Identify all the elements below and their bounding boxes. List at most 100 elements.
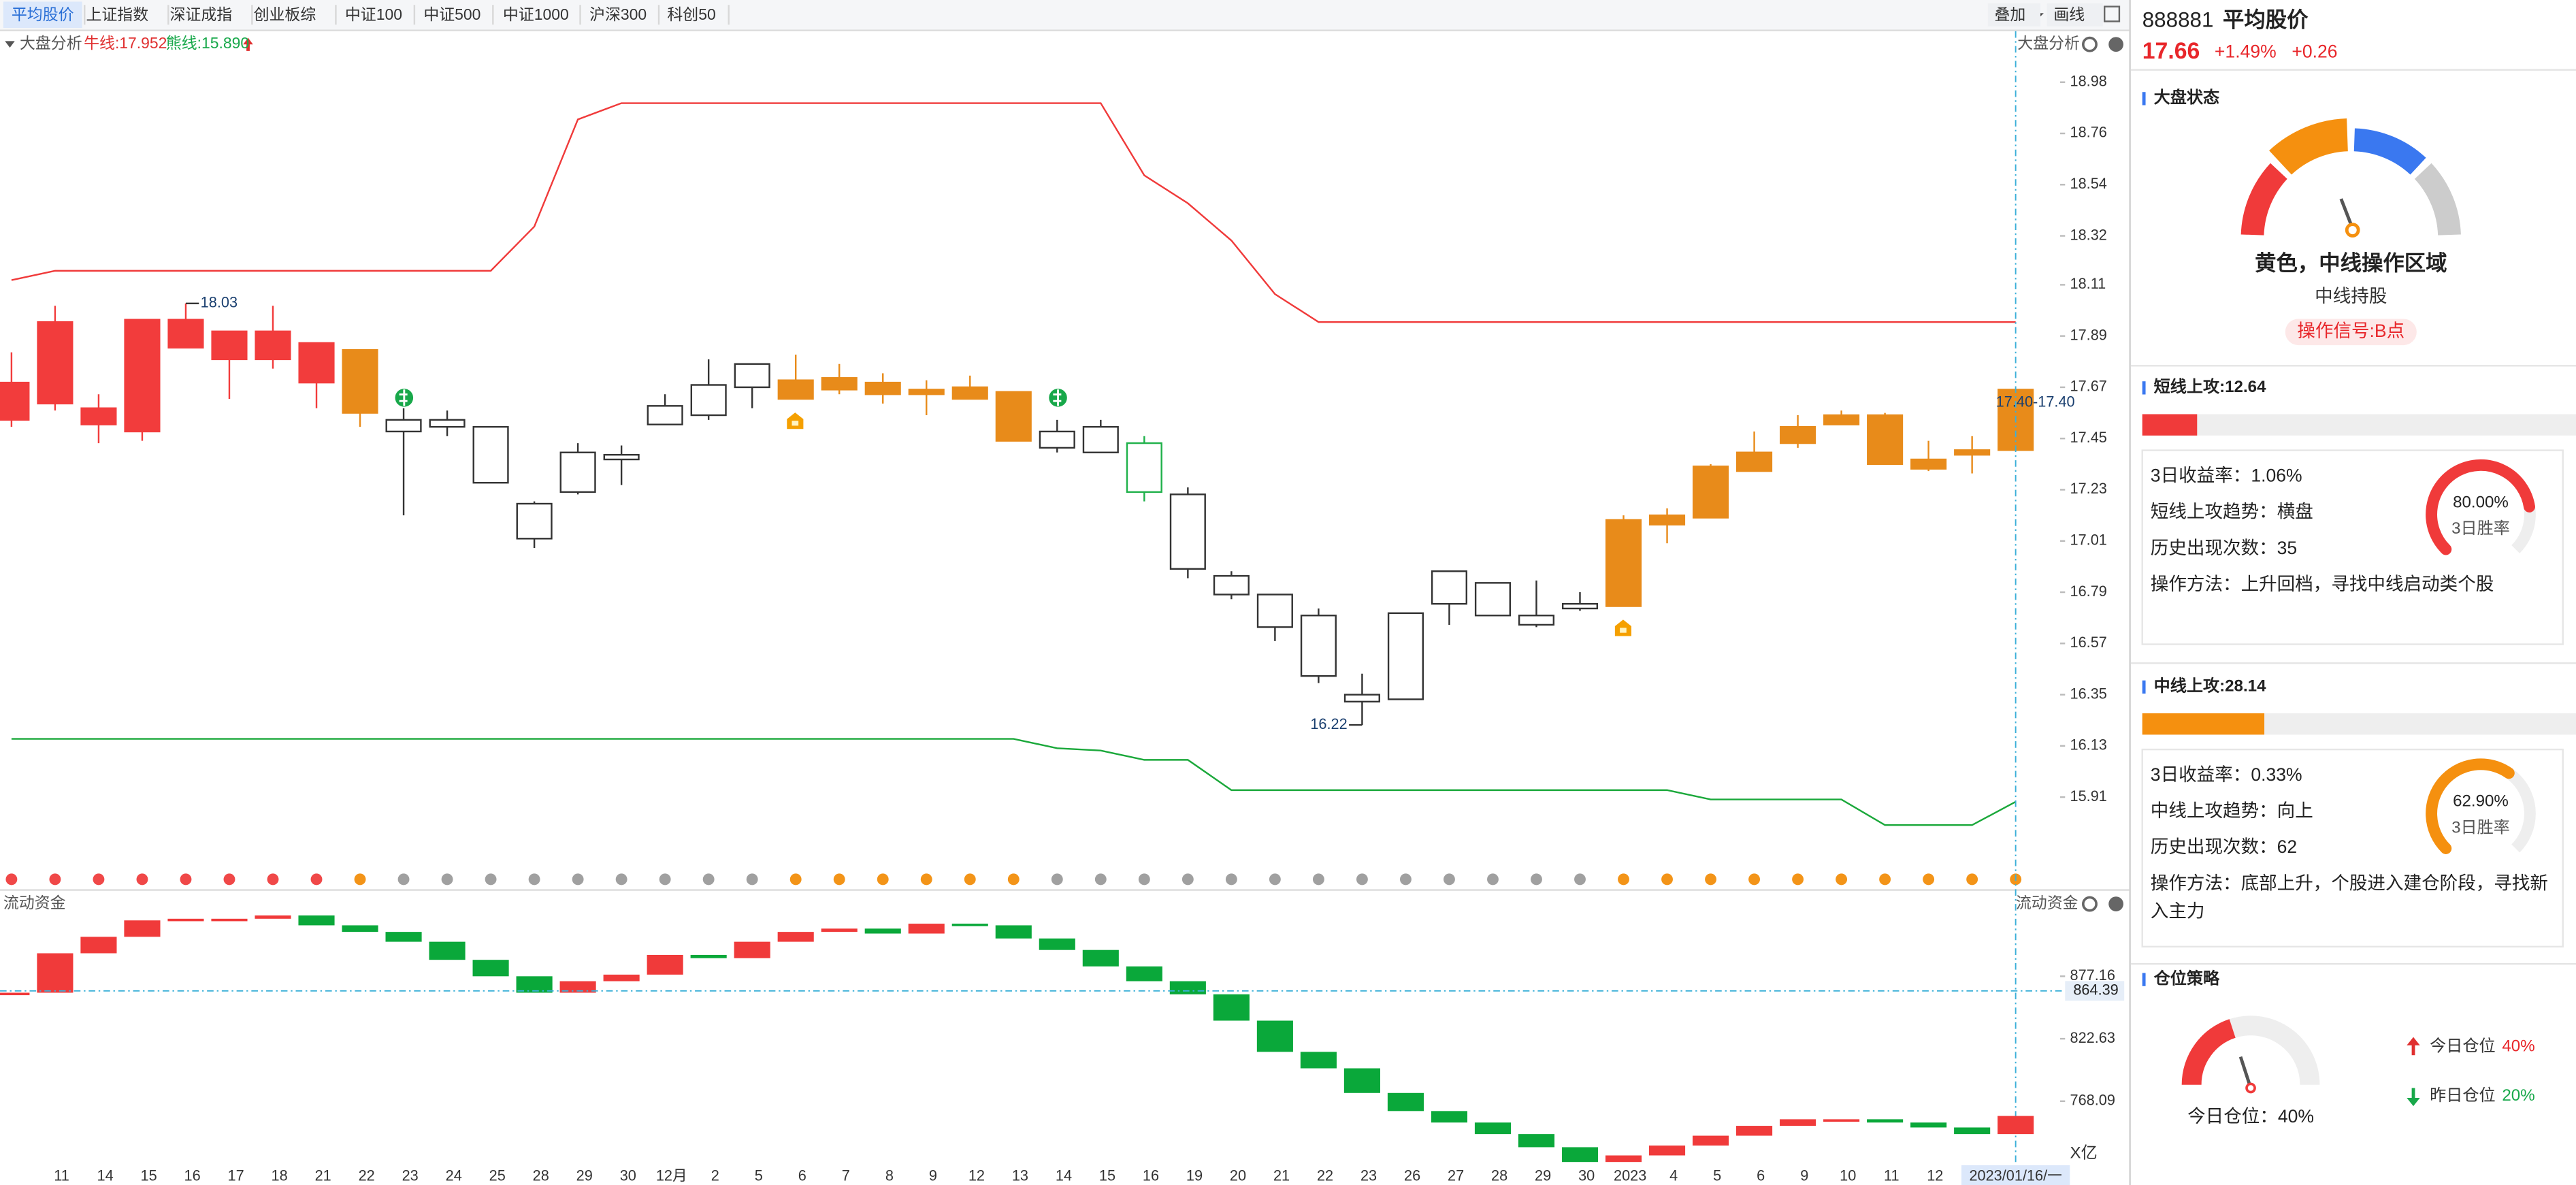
flow-bar <box>255 915 291 919</box>
x-tick-label: 14 <box>97 1167 114 1184</box>
flow-bar <box>1561 1147 1599 1163</box>
score-value: 28.14 <box>2225 677 2266 696</box>
flow-bar <box>1039 938 1075 950</box>
x-tick-label: 21 <box>315 1167 331 1184</box>
candle-body <box>298 342 335 384</box>
status-text: 黄色，中线操作区域 <box>2255 251 2447 275</box>
candle-body <box>1867 414 1904 466</box>
flow-bar <box>1780 1119 1816 1126</box>
flow-bar <box>516 976 553 993</box>
x-tick-label: 7 <box>842 1167 850 1184</box>
toolbar-button[interactable] <box>1987 3 2041 27</box>
settings-icon[interactable] <box>2082 36 2098 52</box>
flow-bar <box>1431 1111 1468 1123</box>
unit-label: X亿 <box>2070 1143 2098 1162</box>
up-arrow-icon <box>2407 1037 2420 1056</box>
change: +0.26 <box>2292 41 2337 61</box>
tab-label[interactable]: 创业板综 <box>254 5 316 23</box>
help-icon[interactable] <box>2108 37 2123 52</box>
state-dot <box>223 873 235 886</box>
candle-body <box>1169 493 1206 570</box>
toolbar-button[interactable] <box>2047 3 2103 27</box>
candle-body <box>1954 449 1991 456</box>
settings-icon[interactable] <box>2082 896 2098 912</box>
y-tick-label: 18.98 <box>2070 72 2107 89</box>
candle-body <box>1823 414 1860 425</box>
x-tick-label: 5 <box>755 1167 763 1184</box>
info-icon <box>2142 973 2146 986</box>
candle-body <box>211 330 248 361</box>
flow-bar <box>864 928 901 934</box>
tab-label[interactable]: 上证指数 <box>86 5 148 23</box>
info-icon <box>2142 92 2146 105</box>
flow-bar <box>777 932 814 942</box>
section-title: 短线上攻:12.64 <box>2154 377 2266 396</box>
flow-bar <box>1736 1126 1773 1136</box>
y-tick-label: 768.09 <box>2070 1092 2115 1109</box>
candle-body <box>1648 514 1686 526</box>
state-dot <box>1661 873 1673 886</box>
indicator-name: 大盘分析 <box>20 34 82 52</box>
tab-label[interactable]: 深证成指 <box>170 5 233 23</box>
candle-body <box>908 389 945 395</box>
tab-label[interactable]: 中证100 <box>345 5 402 23</box>
state-dot <box>1181 873 1194 886</box>
state-dot <box>354 873 366 886</box>
tab-label[interactable]: 沪深300 <box>589 5 647 23</box>
signal-s <box>1049 389 1067 407</box>
tab-label[interactable]: 平均股价 <box>12 5 74 23</box>
state-dot <box>1748 873 1761 886</box>
help-icon[interactable] <box>2108 896 2123 911</box>
y-tick-label: 877.16 <box>2070 967 2115 984</box>
candle-body <box>0 381 30 421</box>
flow-bar <box>1213 994 1250 1021</box>
yesterday-label: 昨日仓位 <box>2430 1086 2495 1105</box>
x-tick-label: 23 <box>402 1167 419 1184</box>
change-pct: +1.49% <box>2215 41 2277 61</box>
toolbar-label[interactable]: 叠加 <box>1994 5 2025 23</box>
position-caption: 今日仓位：40% <box>2187 1106 2314 1126</box>
x-tick-label: 27 <box>1448 1167 1464 1184</box>
candle-body <box>864 381 901 395</box>
card-row-box: 3日收益率：1.06% <box>2151 467 2302 487</box>
y-tick-label: 18.11 <box>2070 275 2106 292</box>
win-caption: 3日胜率 <box>2451 519 2510 538</box>
tab-label[interactable]: 中证500 <box>423 5 480 23</box>
toolbar-label[interactable]: 画线 <box>2053 5 2085 23</box>
x-tick-label: 17 <box>228 1167 244 1184</box>
tab-active[interactable] <box>3 1 82 29</box>
state-dot <box>789 873 802 886</box>
state-dot <box>1138 873 1150 886</box>
candle-body <box>1780 425 1816 444</box>
gauge-segment <box>2414 163 2461 236</box>
collapse-icon[interactable] <box>5 41 15 48</box>
y-tick-label: 16.35 <box>2070 685 2107 702</box>
state-dot <box>659 873 671 886</box>
flow-bar <box>559 981 596 993</box>
layout-icon[interactable] <box>2104 5 2121 22</box>
flow-bar <box>647 954 683 975</box>
x-tick-label: 9 <box>1800 1167 1808 1184</box>
ring-value <box>2426 758 2515 854</box>
card <box>2141 449 2564 645</box>
tab-label[interactable]: 科创50 <box>667 5 715 23</box>
flow-bar <box>211 918 248 922</box>
flow-bar <box>995 925 1032 939</box>
y-tick-label: 16.57 <box>2070 634 2107 651</box>
state-dot <box>746 873 758 886</box>
tab-label[interactable]: 中证1000 <box>503 5 569 23</box>
card <box>2141 748 2564 948</box>
cursor-value-box <box>2065 981 2125 1001</box>
candle-body <box>80 407 117 425</box>
flow-bar <box>0 992 30 996</box>
state-dot <box>485 873 497 886</box>
flow-bar <box>1169 981 1206 994</box>
x-tick-label: 6 <box>798 1167 806 1184</box>
candle-body <box>1082 425 1119 453</box>
gauge-hub <box>2345 223 2360 238</box>
flow-bar <box>124 920 161 937</box>
state-dot <box>1705 873 1716 886</box>
x-tick-label: 25 <box>489 1167 506 1184</box>
state-dot <box>1487 873 1499 886</box>
